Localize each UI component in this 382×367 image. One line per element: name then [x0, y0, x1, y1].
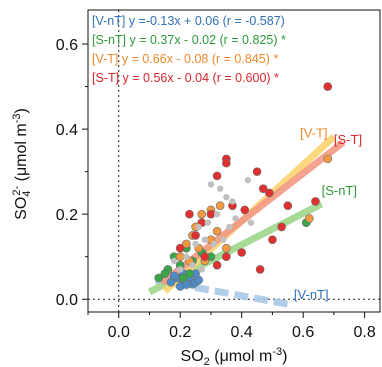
point-4-0: [207, 181, 215, 188]
x-tick-label-4: 0.8: [354, 324, 376, 341]
point-4-7: [195, 223, 202, 231]
y-tick-label-3: 0.6: [56, 37, 78, 54]
point-4-10: [183, 253, 190, 260]
point-4-18: [198, 266, 205, 273]
point-3-19: [283, 201, 293, 210]
point-4-2: [223, 193, 230, 201]
point-3-15: [191, 231, 200, 240]
legend-entry-0: [V-nT] y =-0.13x + 0.06 (r = -0.587): [92, 14, 285, 28]
point-3-14: [212, 171, 222, 181]
point-4-1: [216, 185, 224, 192]
point-3-21: [311, 197, 320, 206]
point-2-7: [222, 243, 231, 253]
point-3-2: [222, 158, 231, 168]
point-3-8: [237, 248, 246, 257]
y-tick-label-2: 0.4: [56, 122, 78, 139]
point-3-20: [240, 205, 250, 215]
point-3-11: [200, 252, 210, 262]
point-4-9: [201, 236, 208, 243]
point-4-12: [177, 266, 184, 273]
point-4-5: [213, 210, 221, 218]
point-3-4: [265, 188, 274, 198]
point-3-17: [185, 209, 194, 219]
fit-label-0: [V-nT]: [294, 287, 329, 302]
fit-label-3: [S-T]: [334, 132, 362, 147]
fit-label-2: [V-T]: [300, 126, 327, 141]
legend-entry-2: [V-T] y = 0.66x - 0.08 (r = 0.845) *: [92, 52, 278, 66]
point-4-4: [244, 176, 252, 184]
legend-entry-3: [S-T] y = 0.56x - 0.04 (r = 0.600) *: [92, 71, 279, 85]
point-4-17: [220, 236, 227, 243]
point-4-11: [170, 257, 178, 265]
point-4-3: [229, 198, 236, 205]
point-0-9: [169, 271, 179, 281]
point-2-4: [197, 209, 207, 219]
point-4-6: [204, 219, 212, 226]
point-2-11: [305, 214, 314, 223]
x-tick-label-1: 0.2: [169, 324, 191, 341]
point-3-9: [206, 209, 216, 219]
x-tick-label-3: 0.6: [292, 324, 314, 341]
point-1-8: [160, 269, 170, 279]
y-tick-label-1: 0.2: [56, 207, 78, 224]
legend-entry-1: [S-nT] y = 0.37x - 0.02 (r = 0.825) *: [92, 33, 286, 47]
fit-label-1: [S-nT]: [322, 183, 357, 198]
point-3-5: [277, 222, 286, 232]
point-1-9: [185, 269, 194, 279]
point-3-7: [255, 265, 265, 274]
point-2-12: [323, 154, 333, 164]
point-3-0: [323, 82, 333, 91]
point-3-16: [175, 243, 185, 253]
point-1-11: [178, 273, 188, 283]
point-4-15: [226, 223, 233, 231]
point-3-3: [258, 184, 268, 193]
point-4-14: [210, 240, 218, 248]
x-tick-label-0: 0.0: [108, 324, 130, 341]
x-tick-label-2: 0.4: [231, 324, 253, 341]
point-3-13: [222, 252, 231, 262]
point-3-6: [268, 235, 277, 244]
point-2-6: [212, 226, 222, 236]
point-2-10: [215, 201, 225, 210]
y-axis-title: SO42- (μmol m-3): [11, 108, 33, 220]
point-4-16: [232, 215, 239, 222]
point-4-19: [247, 219, 255, 226]
plot-frame: [87, 9, 381, 313]
x-axis-title: SO2 (μmol m-3): [181, 346, 288, 367]
y-tick-label-0: 0.0: [56, 292, 78, 309]
point-1-0: [154, 273, 163, 283]
point-2-0: [175, 252, 185, 262]
point-3-12: [212, 260, 222, 270]
point-4-8: [192, 240, 199, 248]
point-4-13: [189, 262, 196, 269]
point-2-1: [182, 239, 191, 249]
point-3-22: [252, 167, 262, 176]
